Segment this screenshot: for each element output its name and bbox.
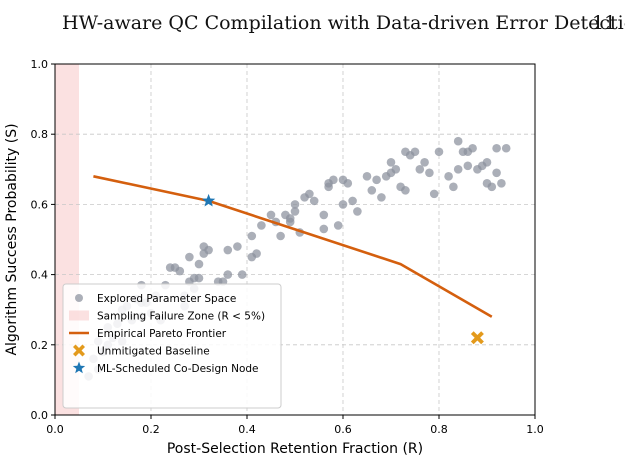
scatter-point <box>194 273 204 283</box>
legend-box <box>62 283 282 409</box>
legend-label: Explored Parameter Space <box>97 293 236 305</box>
scatter-point <box>420 157 429 167</box>
scatter-point <box>290 200 300 209</box>
scatter-point <box>319 210 329 220</box>
scatter-point <box>343 179 353 188</box>
x-tick-label: 0.0 <box>46 423 64 436</box>
scatter-point <box>233 242 242 251</box>
scatter-point <box>386 157 396 167</box>
scatter-point <box>482 157 492 167</box>
scatter-point <box>401 186 410 195</box>
legend-label: ML-Scheduled Co-Design Node <box>97 363 259 375</box>
scatter-point <box>338 200 348 209</box>
scatter-point <box>305 189 314 199</box>
legend-symbol-zone <box>69 310 89 321</box>
y-tick-label: 0.8 <box>31 128 49 141</box>
scatter-point <box>185 252 194 262</box>
x-tick-label: 0.2 <box>142 423 160 436</box>
x-tick-label: 0.8 <box>430 423 448 436</box>
y-tick-label: 0.4 <box>31 269 49 282</box>
running-title: HW-aware QC Compilation with Data-driven… <box>62 12 625 34</box>
legend-items: Explored Parameter Space Sampling Failure… <box>69 293 265 375</box>
scatter-point <box>290 207 300 216</box>
legend-label: Unmitigated Baseline <box>97 346 210 358</box>
scatter-point <box>492 143 501 153</box>
y-tick-label: 1.0 <box>31 58 49 71</box>
scatter-point <box>410 147 420 157</box>
scatter-point <box>276 231 285 241</box>
legend-symbol-x <box>73 344 85 357</box>
scatter-point <box>453 165 463 174</box>
co-design-star-marker <box>201 193 216 207</box>
legend: Explored Parameter Space Sampling Failure… <box>62 283 282 409</box>
legend-symbol-star <box>72 361 86 374</box>
baseline-marker <box>470 331 484 345</box>
scatter-point <box>377 193 386 202</box>
scatter-point <box>266 210 276 220</box>
scatter-point <box>333 221 343 230</box>
y-tick-label: 0.0 <box>31 409 49 422</box>
scatter-point <box>309 196 319 206</box>
scatter-point <box>319 224 329 234</box>
x-tick-label: 1.0 <box>526 423 544 436</box>
pareto-chart: 0.0 0.2 0.4 0.6 0.8 1.0 0.0 0.2 0.4 0.6 0.8 1.0 Pos… <box>4 58 544 457</box>
scatter-point <box>194 259 204 269</box>
legend-label: Empirical Pareto Frontier <box>97 328 227 340</box>
y-tick-label: 0.2 <box>31 339 49 352</box>
page-number: 11 <box>592 12 617 34</box>
scatter-point <box>453 136 463 146</box>
scatter-point <box>223 245 233 255</box>
scatter-point <box>449 182 458 192</box>
running-head: HW-aware QC Compilation with Data-driven… <box>0 0 625 40</box>
scatter-point <box>415 165 425 174</box>
scatter-point <box>252 249 261 258</box>
scatter-point <box>285 217 295 227</box>
scatter-point <box>501 143 511 153</box>
scatter-point <box>204 245 213 255</box>
scatter-point <box>372 175 381 185</box>
scatter-point <box>175 266 185 276</box>
scatter-point <box>247 231 257 241</box>
scatter-point <box>348 196 357 206</box>
scatter-point <box>367 186 377 195</box>
plot-frame <box>54 63 536 416</box>
y-axis-label: Algorithm Success Probability (S) <box>4 123 20 355</box>
x-tick-label: 0.4 <box>238 423 256 436</box>
scatter-point <box>223 270 233 279</box>
scatter-point <box>237 270 247 279</box>
scatter-point <box>468 143 477 153</box>
scatter-point <box>463 161 473 171</box>
x-tick-label: 0.6 <box>334 423 352 436</box>
scatter-point <box>324 182 333 192</box>
legend-symbol-scatter <box>75 294 83 302</box>
scatter-point <box>257 221 266 230</box>
scatter-point <box>492 168 501 178</box>
scatter-point <box>391 165 401 174</box>
scatter-point <box>487 182 497 192</box>
legend-label: Sampling Failure Zone (R < 5%) <box>97 311 265 323</box>
scatter-point <box>444 172 453 181</box>
pareto-frontier-line <box>93 175 493 318</box>
axis-layer: 0.0 0.2 0.4 0.6 0.8 1.0 0.0 0.2 0.4 0.6 0.8 1.0 <box>31 58 544 436</box>
scatter-point <box>425 168 434 178</box>
scatter-point <box>362 172 372 181</box>
scatter-point <box>353 207 362 216</box>
y-tick-label: 0.6 <box>31 198 49 211</box>
x-axis-label: Post-Selection Retention Fraction (R) <box>167 441 423 457</box>
scatter-point <box>434 147 444 157</box>
scatter-point <box>329 175 338 185</box>
scatter-point <box>497 179 506 188</box>
scatter-point <box>429 189 439 199</box>
